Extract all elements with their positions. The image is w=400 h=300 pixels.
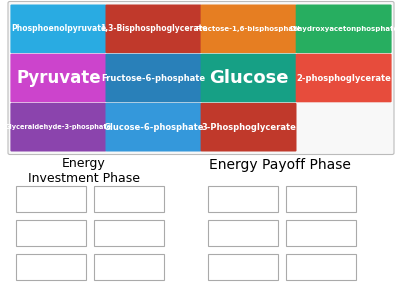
Text: Dihydroxyacetonphosphate: Dihydroxyacetonphosphate xyxy=(289,26,398,32)
FancyBboxPatch shape xyxy=(106,4,201,53)
FancyBboxPatch shape xyxy=(8,2,394,154)
FancyBboxPatch shape xyxy=(296,4,392,53)
Bar xyxy=(208,186,278,212)
Text: Phosphoenolpyruvate: Phosphoenolpyruvate xyxy=(11,24,106,33)
Text: 2-phosphoglycerate: 2-phosphoglycerate xyxy=(296,74,391,82)
Text: Glucose-6-phosphate: Glucose-6-phosphate xyxy=(103,123,204,132)
Text: Glyceraldehyde-3-phosphate: Glyceraldehyde-3-phosphate xyxy=(5,124,112,130)
Bar xyxy=(208,220,278,246)
Bar xyxy=(94,220,164,246)
FancyBboxPatch shape xyxy=(200,4,296,53)
Text: Pyruvate: Pyruvate xyxy=(16,69,101,87)
FancyBboxPatch shape xyxy=(106,54,201,102)
Bar xyxy=(16,220,86,246)
Bar xyxy=(208,254,278,280)
Bar xyxy=(16,254,86,280)
Bar xyxy=(286,186,356,212)
FancyBboxPatch shape xyxy=(296,54,392,102)
Bar xyxy=(94,186,164,212)
Bar xyxy=(16,186,86,212)
FancyBboxPatch shape xyxy=(106,103,201,152)
Bar xyxy=(286,254,356,280)
FancyBboxPatch shape xyxy=(10,54,106,102)
Text: Energy Payoff Phase: Energy Payoff Phase xyxy=(209,158,351,172)
FancyBboxPatch shape xyxy=(10,103,106,152)
Text: Glucose: Glucose xyxy=(209,69,288,87)
Text: Fructose-1,6-bisphosphate: Fructose-1,6-bisphosphate xyxy=(196,26,302,32)
FancyBboxPatch shape xyxy=(200,103,296,152)
Text: Fructose-6-phosphate: Fructose-6-phosphate xyxy=(101,74,206,82)
Text: 3-Phosphoglycerate: 3-Phosphoglycerate xyxy=(201,123,296,132)
FancyBboxPatch shape xyxy=(200,54,296,102)
Bar xyxy=(286,220,356,246)
FancyBboxPatch shape xyxy=(10,4,106,53)
Text: Energy
Investment Phase: Energy Investment Phase xyxy=(28,158,140,185)
Text: 1,3-Bisphosphoglycerate: 1,3-Bisphosphoglycerate xyxy=(100,24,207,33)
Bar xyxy=(94,254,164,280)
